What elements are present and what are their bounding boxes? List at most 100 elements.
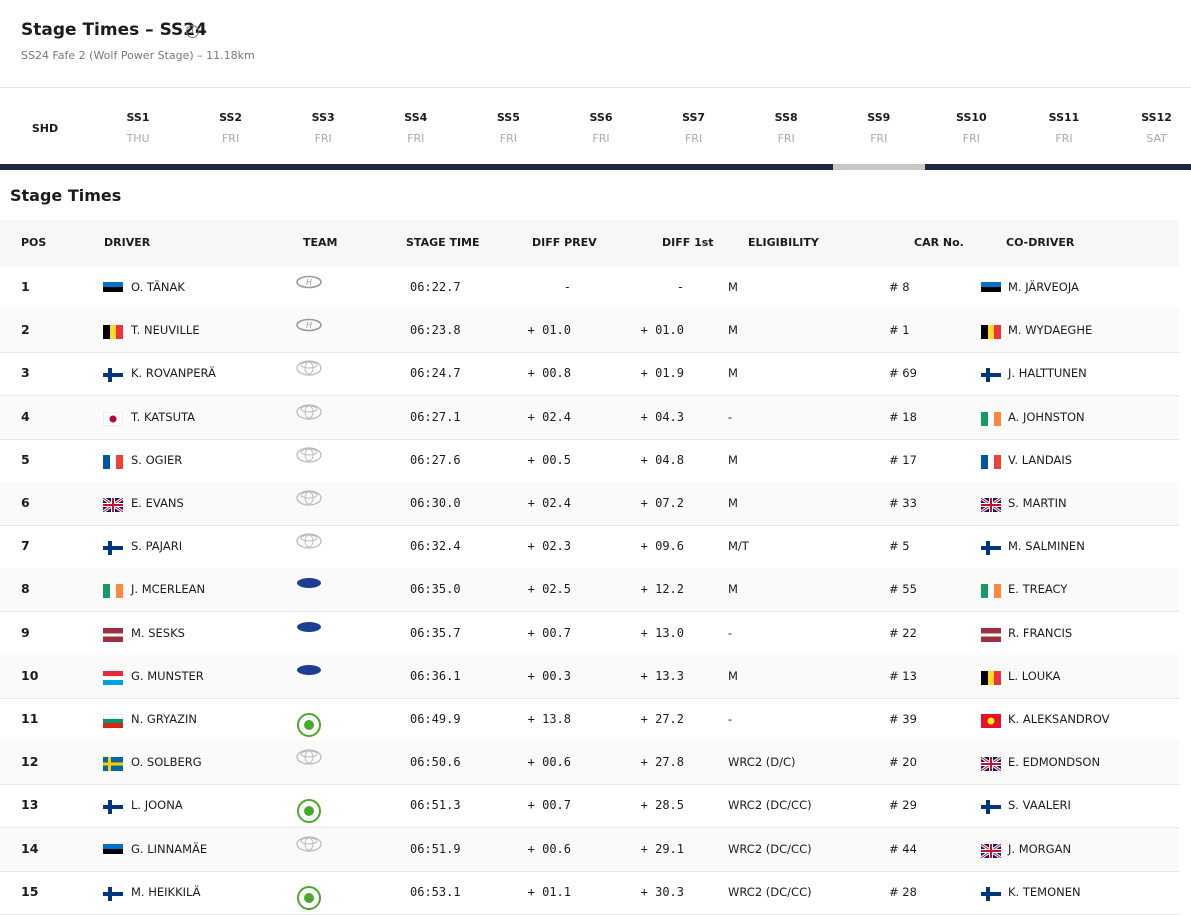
codriver-name: J. MORGAN bbox=[1008, 841, 1072, 856]
diff-first: + 04.8 bbox=[640, 452, 684, 467]
eligibility: M/T bbox=[728, 539, 749, 554]
info-icon[interactable]: i bbox=[186, 25, 199, 38]
stage-time: 06:51.9 bbox=[410, 841, 461, 856]
codriver-flag bbox=[980, 496, 1002, 516]
diff-first: + 12.2 bbox=[640, 582, 684, 597]
codriver-name: S. VAALERI bbox=[1008, 798, 1071, 813]
diff-first: + 30.3 bbox=[640, 884, 684, 899]
codriver-flag bbox=[981, 627, 1001, 646]
position: 6 bbox=[21, 495, 30, 510]
stage-time: 06:27.1 bbox=[410, 409, 461, 424]
codriver-name: K. TEMONEN bbox=[1008, 884, 1081, 899]
position: 12 bbox=[21, 754, 39, 770]
position: 11 bbox=[21, 711, 39, 726]
car-number: # 5 bbox=[889, 539, 910, 554]
stage-time: 06:30.0 bbox=[410, 496, 461, 510]
diff-prev: + 00.6 bbox=[527, 755, 571, 770]
stage-day: FRI bbox=[221, 132, 240, 145]
team-logo bbox=[296, 403, 322, 424]
team-logo bbox=[296, 533, 322, 553]
stage-tab[interactable]: SS6 bbox=[589, 111, 613, 124]
driver-flag bbox=[103, 324, 123, 343]
position: 14 bbox=[21, 840, 39, 856]
driver-name: O. TÄNAK bbox=[131, 280, 185, 294]
car-number: # 8 bbox=[889, 280, 910, 294]
stage-tab[interactable]: SS1 bbox=[126, 111, 150, 124]
diff-prev: + 02.4 bbox=[527, 409, 571, 424]
codriver-flag bbox=[981, 540, 1001, 559]
eligibility: M bbox=[728, 323, 738, 338]
stage-tab[interactable]: SHD bbox=[31, 122, 59, 135]
codriver-flag bbox=[981, 281, 1001, 300]
driver-name: E. EVANS bbox=[131, 496, 184, 510]
car-number: # 33 bbox=[889, 496, 917, 510]
car-number: # 17 bbox=[889, 452, 917, 467]
codriver-flag bbox=[981, 411, 1001, 430]
stage-day: FRI bbox=[314, 132, 332, 145]
eligibility: M bbox=[728, 582, 738, 597]
stage-day: THU bbox=[126, 132, 150, 145]
codriver-name: V. LANDAIS bbox=[1008, 452, 1073, 467]
eligibility: - bbox=[728, 625, 733, 640]
stage-tab[interactable]: SS10 bbox=[956, 111, 987, 124]
eligibility: WRC2 (D/C) bbox=[728, 755, 796, 770]
diff-prev: - bbox=[563, 280, 571, 294]
driver-name: S. PAJARI bbox=[131, 539, 183, 554]
codriver-name: R. FRANCIS bbox=[1008, 625, 1073, 640]
stage-day: FRI bbox=[962, 132, 980, 145]
column-header: DIFF 1st bbox=[662, 236, 714, 249]
team-logo bbox=[296, 798, 322, 828]
table-row bbox=[0, 871, 1179, 915]
eligibility: M bbox=[728, 366, 738, 381]
diff-prev: + 01.1 bbox=[527, 884, 571, 899]
codriver-name: J. HALTTUNEN bbox=[1008, 366, 1087, 381]
team-logo bbox=[296, 835, 322, 856]
driver-name: J. MCERLEAN bbox=[131, 582, 206, 597]
codriver-name: L. LOUKA bbox=[1008, 668, 1061, 683]
stage-tab[interactable]: SS7 bbox=[682, 111, 706, 124]
eligibility: WRC2 (DC/CC) bbox=[728, 798, 812, 813]
eligibility: M bbox=[728, 280, 738, 294]
driver-flag bbox=[102, 411, 124, 430]
stage-tab[interactable]: SS5 bbox=[496, 111, 520, 124]
eligibility: M bbox=[728, 496, 738, 510]
driver-name: S. OGIER bbox=[131, 452, 183, 467]
stage-day: FRI bbox=[407, 132, 425, 145]
codriver-name: K. ALEKSANDROV bbox=[1008, 712, 1110, 726]
car-number: # 22 bbox=[889, 625, 917, 640]
position: 1 bbox=[21, 279, 30, 294]
stage-tab[interactable]: SS9 bbox=[867, 111, 891, 124]
stage-time: 06:51.3 bbox=[410, 798, 461, 813]
stage-tab[interactable]: SS11 bbox=[1048, 111, 1080, 124]
car-number: # 39 bbox=[889, 712, 917, 726]
diff-prev: + 00.3 bbox=[527, 668, 571, 683]
section-title: Stage Times bbox=[10, 186, 122, 205]
stage-tab[interactable]: SS4 bbox=[404, 111, 428, 124]
diff-prev: + 01.0 bbox=[527, 323, 571, 338]
stage-tab[interactable]: SS3 bbox=[311, 111, 335, 124]
diff-first: + 28.5 bbox=[640, 798, 684, 813]
driver-name: L. JOONA bbox=[131, 798, 183, 813]
diff-prev: + 00.7 bbox=[527, 798, 571, 813]
stage-tab[interactable]: SS8 bbox=[774, 111, 798, 124]
car-number: # 69 bbox=[889, 366, 917, 381]
tab-indicator bbox=[833, 164, 925, 170]
column-header: ELIGIBILITY bbox=[748, 236, 819, 249]
diff-first: + 13.3 bbox=[640, 668, 684, 683]
stage-tab[interactable]: SS12 bbox=[1141, 111, 1172, 124]
driver-flag bbox=[103, 454, 123, 473]
team-logo bbox=[296, 490, 322, 510]
position: 3 bbox=[21, 365, 30, 381]
eligibility: M bbox=[728, 452, 738, 467]
stage-tab[interactable]: SS2 bbox=[219, 111, 243, 124]
stage-time: 06:27.6 bbox=[410, 452, 461, 467]
driver-flag bbox=[103, 670, 123, 689]
codriver-flag bbox=[981, 713, 1001, 732]
driver-flag bbox=[103, 281, 123, 300]
team-logo bbox=[296, 574, 322, 593]
eligibility: M bbox=[728, 668, 738, 683]
stage-time: 06:50.6 bbox=[410, 755, 461, 770]
codriver-flag bbox=[980, 842, 1002, 862]
diff-first: + 04.3 bbox=[640, 409, 684, 424]
stage-time: 06:35.7 bbox=[410, 625, 461, 640]
